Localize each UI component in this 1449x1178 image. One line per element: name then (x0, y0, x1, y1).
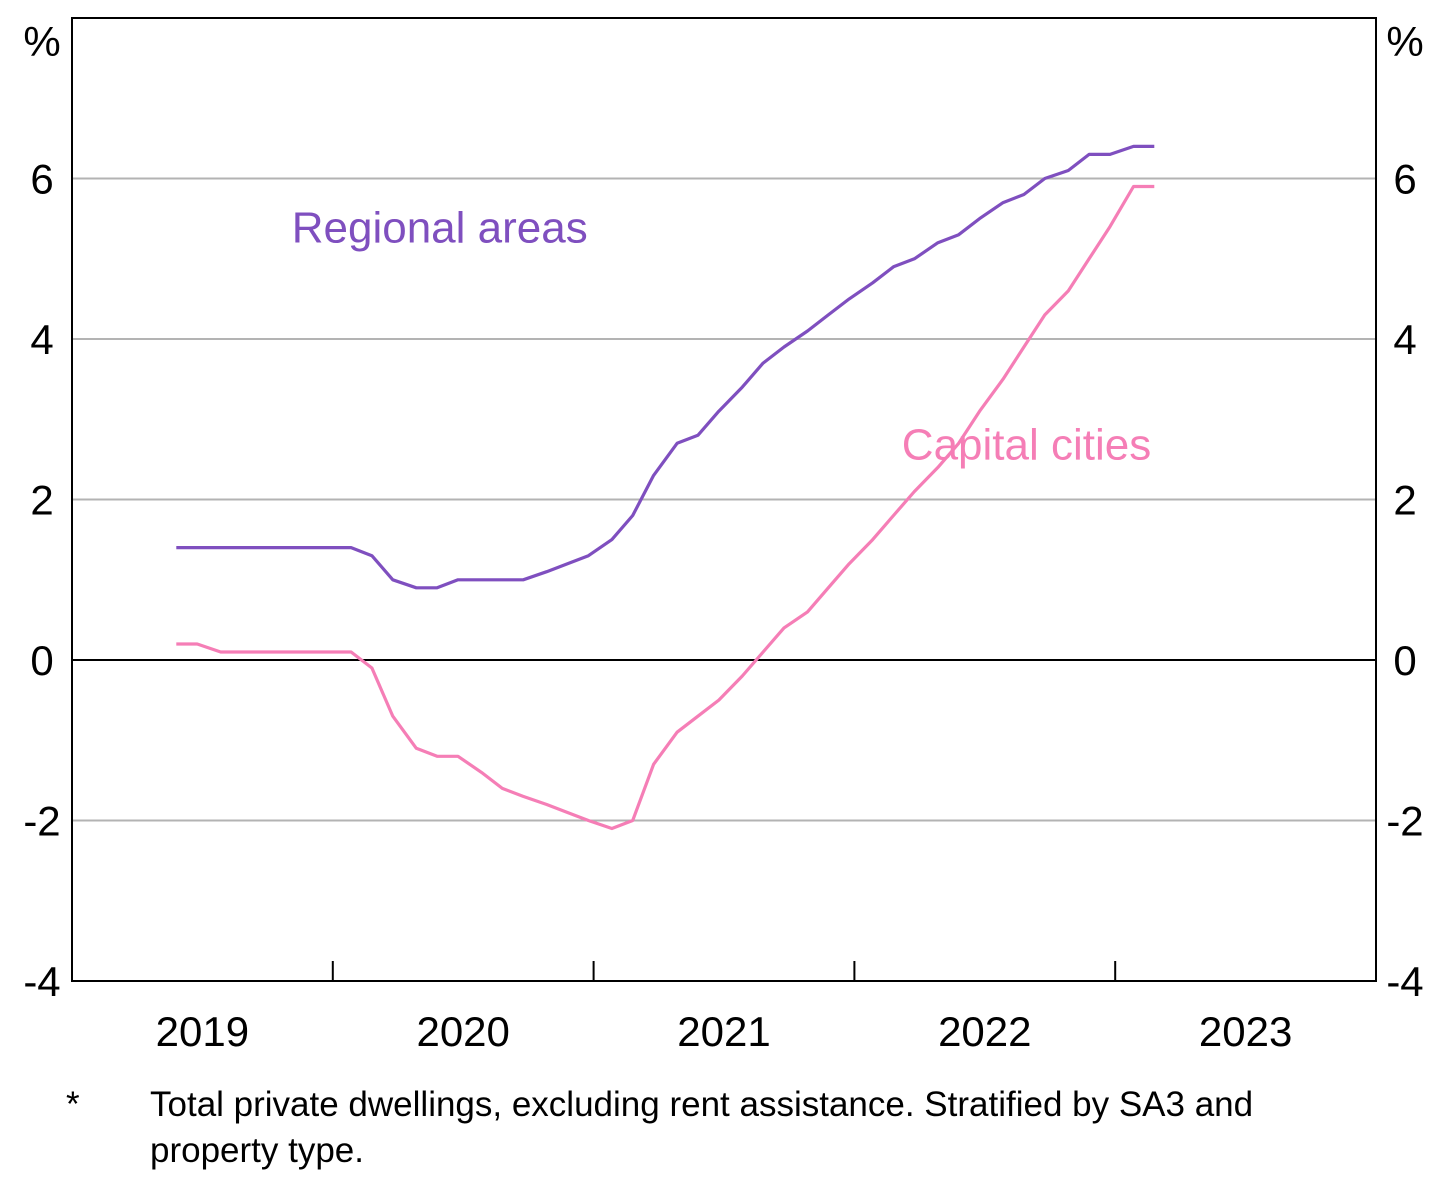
gridlines (72, 177, 1376, 822)
y-tick-label-right: -2 (1386, 798, 1423, 845)
y-tick-label-left: 2 (30, 477, 53, 524)
y-unit-left: % (23, 18, 60, 65)
x-tick-label: 2019 (156, 1008, 249, 1055)
y-tick-label-left: 6 (30, 156, 53, 203)
y-unit-right: % (1386, 18, 1423, 65)
x-tick-label: 2023 (1199, 1008, 1292, 1055)
y-tick-label-right: 4 (1393, 316, 1416, 363)
x-axis-labels: 2019 2020 2021 2022 2023 (156, 1008, 1293, 1055)
footnote-text: Total private dwellings, excluding rent … (150, 1085, 1254, 1170)
series-lines (176, 144, 1155, 831)
y-tick-label-left: -2 (23, 798, 60, 845)
y-axis-left: 6 4 2 0 -2 -4 (23, 156, 60, 1006)
y-tick-label-right: -4 (1386, 958, 1423, 1005)
y-axis-right: 6 4 2 0 -2 -4 (1386, 156, 1423, 1006)
x-tick-label: 2021 (677, 1008, 770, 1055)
series-label: Capital cities (902, 420, 1151, 469)
series-labels: Regional areas Capital cities (292, 204, 1152, 470)
footnote-marker: * (66, 1085, 80, 1124)
y-tick-label-left: 0 (30, 637, 53, 684)
y-tick-label-left: 4 (30, 316, 53, 363)
series-label: Regional areas (292, 204, 588, 253)
series-line-regional-areas (176, 144, 1155, 590)
y-tick-label-right: 0 (1393, 637, 1416, 684)
line-chart: 6 4 2 0 -2 -4 6 4 2 0 -2 -4 2019 2020 2021 2022 2023 R… (23, 17, 1424, 1055)
series-line-capital-cities (176, 184, 1155, 831)
y-tick-label-right: 2 (1393, 477, 1416, 524)
x-tick-marks (331, 961, 1117, 981)
y-tick-label-right: 6 (1393, 156, 1416, 203)
y-tick-label-left: -4 (23, 958, 60, 1005)
plot-frame (71, 17, 1377, 982)
x-tick-label: 2022 (938, 1008, 1031, 1055)
x-tick-label: 2020 (416, 1008, 509, 1055)
plot-border (71, 17, 1377, 982)
